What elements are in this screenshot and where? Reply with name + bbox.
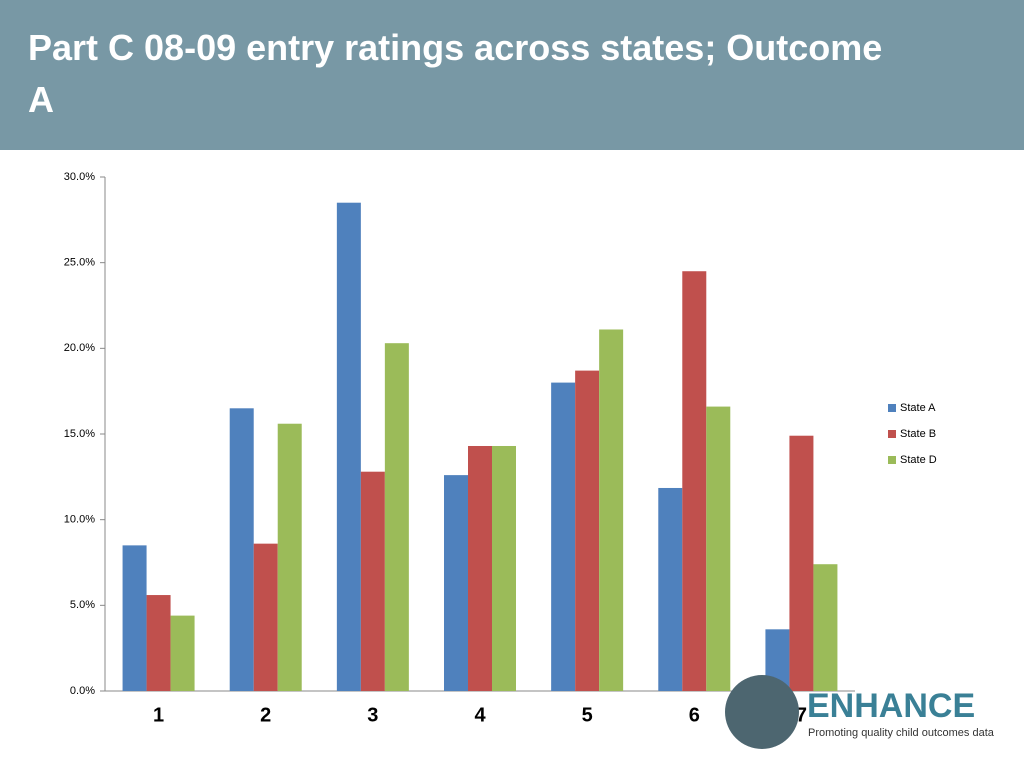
bar [789,435,814,691]
header-band [0,0,1024,150]
bar [384,343,409,691]
bar [575,370,600,691]
y-tick-label: 0.0% [70,685,95,697]
legend-label: State A [900,402,936,414]
logo-circle [725,675,799,749]
bar [444,475,468,691]
y-tick-label: 10.0% [64,514,95,526]
bar [468,445,492,691]
chart-title: Part C 08-09 entry ratings across states… [28,27,883,120]
legend-label: State B [900,428,936,440]
x-tick-label: 7 [796,704,807,726]
bar [658,487,683,691]
y-tick-label: 30.0% [64,171,95,183]
bar [229,408,254,691]
x-tick-label: 5 [582,704,593,726]
y-tick-label: 15.0% [64,428,95,440]
x-tick-label: 1 [153,704,164,726]
bar [682,271,707,691]
bar [599,329,624,691]
legend-swatch [888,456,896,464]
bar [122,545,147,691]
x-tick-label: 4 [474,704,486,726]
x-tick-label: 6 [689,704,700,726]
y-tick-label: 20.0% [64,342,95,354]
bar [277,423,302,691]
legend-label: State D [900,454,937,466]
logo-tagline: Promoting quality child outcomes data [808,727,995,739]
bar [551,382,576,691]
title-box: Part C 08-09 entry ratings across states… [28,27,883,120]
bar [813,564,838,691]
logo-name: ENHANCE [807,687,975,725]
x-tick-label: 2 [260,704,271,726]
legend-swatch [888,404,896,412]
logo: ENHANCE Promoting quality child outcomes… [725,675,995,749]
y-tick-label: 25.0% [64,257,95,269]
bar [336,202,361,691]
bar [360,471,385,691]
bar [492,445,516,691]
bar [706,406,731,691]
bar [170,615,195,691]
y-tick-label: 5.0% [70,599,95,611]
bar [146,595,171,691]
bar [253,543,278,691]
x-tick-label: 3 [367,704,378,726]
legend-swatch [888,430,896,438]
